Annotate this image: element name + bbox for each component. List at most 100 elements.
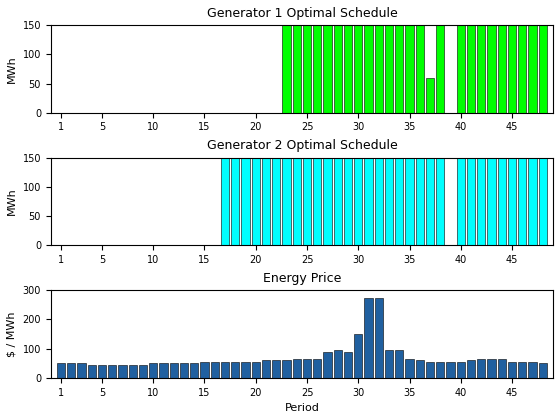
Bar — [539, 363, 547, 378]
Bar — [477, 158, 486, 245]
Bar — [385, 25, 393, 113]
Bar — [87, 365, 96, 378]
Bar — [139, 365, 147, 378]
Bar — [241, 362, 250, 378]
Bar — [365, 158, 372, 245]
Bar — [446, 362, 455, 378]
Bar — [529, 158, 536, 245]
Bar — [405, 359, 414, 378]
Bar — [395, 350, 403, 378]
Bar — [334, 25, 342, 113]
Bar — [57, 363, 65, 378]
Bar — [241, 158, 250, 245]
Bar — [365, 25, 372, 113]
Bar — [385, 350, 393, 378]
Bar — [344, 25, 352, 113]
Bar — [324, 352, 332, 378]
Bar — [426, 78, 434, 113]
Bar — [344, 352, 352, 378]
X-axis label: Period: Period — [284, 403, 319, 413]
Bar — [324, 158, 332, 245]
Bar — [170, 363, 178, 378]
Bar — [303, 25, 311, 113]
Bar — [200, 362, 208, 378]
Bar — [365, 297, 372, 378]
Bar — [539, 158, 547, 245]
Bar — [180, 363, 188, 378]
Bar — [498, 25, 506, 113]
Bar — [426, 362, 434, 378]
Bar — [160, 363, 167, 378]
Bar — [375, 158, 383, 245]
Bar — [405, 25, 414, 113]
Bar — [436, 158, 445, 245]
Bar — [98, 365, 106, 378]
Title: Generator 1 Optimal Schedule: Generator 1 Optimal Schedule — [207, 7, 397, 20]
Bar — [426, 158, 434, 245]
Bar — [293, 359, 301, 378]
Title: Generator 2 Optimal Schedule: Generator 2 Optimal Schedule — [207, 139, 397, 152]
Bar — [324, 25, 332, 113]
Bar — [221, 158, 229, 245]
Bar — [436, 25, 445, 113]
Bar — [498, 359, 506, 378]
Bar — [354, 158, 362, 245]
Bar — [354, 334, 362, 378]
Bar — [77, 363, 86, 378]
Bar — [334, 158, 342, 245]
Y-axis label: $ / MWh: $ / MWh — [7, 311, 17, 357]
Bar — [190, 363, 198, 378]
Bar — [303, 158, 311, 245]
Bar — [457, 25, 465, 113]
Y-axis label: MWh: MWh — [7, 55, 17, 83]
Bar — [313, 25, 321, 113]
Bar — [313, 158, 321, 245]
Bar — [405, 158, 414, 245]
Bar — [416, 25, 424, 113]
Bar — [231, 158, 239, 245]
Bar — [416, 158, 424, 245]
Bar — [344, 158, 352, 245]
Bar — [354, 25, 362, 113]
Bar — [108, 365, 116, 378]
Bar — [129, 365, 137, 378]
Bar — [231, 362, 239, 378]
Bar — [467, 360, 475, 378]
Bar — [467, 158, 475, 245]
Bar — [149, 363, 157, 378]
Bar — [477, 359, 486, 378]
Bar — [334, 350, 342, 378]
Bar — [375, 25, 383, 113]
Bar — [262, 360, 270, 378]
Bar — [518, 25, 526, 113]
Bar — [395, 25, 403, 113]
Title: Energy Price: Energy Price — [263, 272, 341, 285]
Bar — [457, 362, 465, 378]
Bar — [262, 158, 270, 245]
Bar — [303, 359, 311, 378]
Bar — [282, 360, 291, 378]
Bar — [282, 25, 291, 113]
Bar — [518, 362, 526, 378]
Bar — [508, 362, 516, 378]
Bar — [508, 25, 516, 113]
Bar — [529, 362, 536, 378]
Bar — [498, 158, 506, 245]
Bar — [313, 359, 321, 378]
Bar — [436, 362, 445, 378]
Bar — [539, 25, 547, 113]
Y-axis label: MWh: MWh — [7, 188, 17, 215]
Bar — [457, 158, 465, 245]
Bar — [118, 365, 127, 378]
Bar — [416, 360, 424, 378]
Bar — [375, 297, 383, 378]
Bar — [293, 25, 301, 113]
Bar — [385, 158, 393, 245]
Bar — [272, 158, 281, 245]
Bar — [293, 158, 301, 245]
Bar — [221, 362, 229, 378]
Bar — [211, 362, 219, 378]
Bar — [487, 359, 496, 378]
Bar — [282, 158, 291, 245]
Bar — [251, 362, 260, 378]
